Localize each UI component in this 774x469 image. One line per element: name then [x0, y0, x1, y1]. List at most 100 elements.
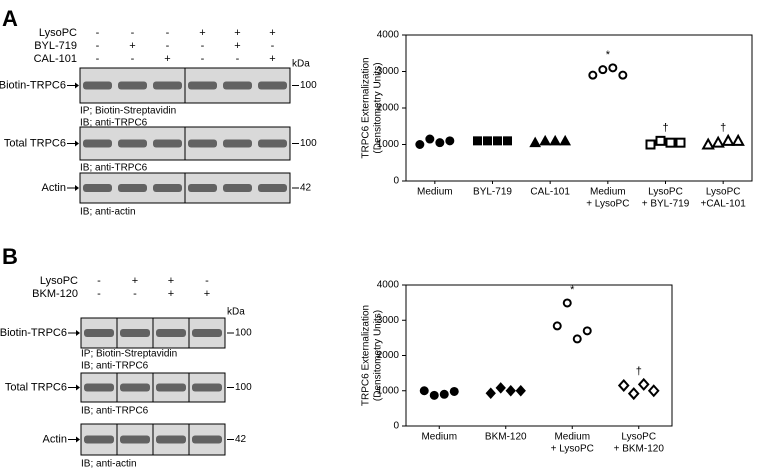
blot-band [84, 435, 114, 444]
marker-circle [582, 326, 592, 336]
blot-band [84, 383, 114, 392]
blot-label: Actin [42, 182, 66, 194]
treatment-sign: - [236, 53, 240, 65]
blot-band [192, 329, 222, 337]
y-tick-label: 2000 [377, 103, 400, 114]
marker-square [665, 137, 676, 148]
blot-band [192, 383, 222, 392]
panel-letter: B [2, 244, 18, 269]
blot-label: Actin [43, 433, 67, 445]
marker-diamond [647, 384, 660, 398]
x-tick-label: Medium [421, 432, 457, 443]
x-tick-label: + BKM-120 [614, 444, 665, 455]
blot-band [223, 184, 252, 192]
significance-mark: † [662, 122, 668, 134]
marker-circle [415, 140, 425, 149]
blot-band [188, 81, 217, 90]
blot-band [156, 435, 186, 444]
x-tick-label: + LysoPC [551, 444, 594, 455]
marker-diamond [485, 387, 496, 399]
y-tick-label: 1000 [377, 385, 400, 396]
blot-label: Biotin-TRPC6 [0, 327, 67, 339]
treatment-sign: - [96, 40, 100, 52]
y-tick-label: 0 [393, 421, 399, 432]
x-tick-label: Medium [554, 432, 590, 443]
x-tick-label: Medium [417, 187, 453, 198]
marker-triangle [529, 136, 542, 148]
marker-triangle [549, 134, 562, 146]
marker-circle [449, 386, 459, 396]
blot-arrowhead [76, 384, 80, 391]
treatment-sign: - [131, 53, 135, 65]
y-tick-label: 3000 [377, 315, 400, 326]
x-tick-label: LysoPC [648, 187, 683, 198]
treatment-sign: - [133, 288, 137, 300]
y-tick-label: 1000 [377, 139, 400, 150]
treatment-label: LysoPC [40, 275, 78, 287]
y-tick-label: 0 [393, 176, 399, 187]
blot-band [188, 139, 217, 148]
treatment-label: CAL-101 [34, 53, 77, 65]
marker-triangle [559, 134, 572, 146]
marker-circle [419, 386, 429, 396]
marker-triangle [539, 134, 552, 146]
y-tick-label: 3000 [377, 66, 400, 77]
blot-band [153, 184, 182, 192]
blot-band [188, 184, 217, 192]
blot-band [156, 383, 186, 392]
marker-circle [588, 70, 598, 80]
x-tick-label: + BYL-719 [642, 199, 690, 210]
blot-band [118, 139, 147, 148]
marker-circle [598, 65, 608, 75]
blot-note: IB; anti-TRPC6 [80, 163, 148, 174]
plot-frame [405, 284, 673, 427]
blot-note: IB; anti-actin [80, 207, 136, 218]
kda-label: kDa [227, 307, 245, 318]
treatment-sign: - [96, 27, 100, 39]
treatment-sign: + [129, 40, 135, 52]
blot-note: IB; anti-TRPC6 [80, 118, 148, 129]
marker-diamond [617, 378, 630, 392]
blot-band [153, 139, 182, 148]
size-marker: 42 [300, 183, 312, 194]
marker-circle [608, 63, 618, 73]
blot-band [83, 139, 112, 148]
blot-arrowhead [75, 140, 79, 147]
treatment-sign: + [132, 275, 138, 287]
marker-triangle [701, 137, 715, 150]
treatment-label: BKM-120 [32, 288, 78, 300]
marker-square [483, 136, 492, 146]
treatment-sign: - [166, 27, 170, 39]
marker-diamond [627, 387, 640, 401]
plot-frame [405, 34, 753, 182]
treatment-sign: - [205, 275, 209, 287]
marker-circle [618, 70, 628, 80]
blot-arrowhead [76, 330, 80, 336]
marker-circle [425, 134, 435, 144]
marker-circle [445, 136, 455, 146]
blot-note: IP; Biotin-Streptavidin [80, 106, 176, 117]
marker-square [473, 136, 482, 146]
treatment-sign: + [168, 275, 174, 287]
marker-circle [572, 334, 582, 344]
significance-mark: † [720, 122, 726, 134]
treatment-sign: + [269, 53, 275, 65]
marker-circle [435, 138, 445, 148]
blot-label: Biotin-TRPC6 [0, 79, 66, 91]
blot-band [83, 184, 112, 192]
blot-note: IP; Biotin-Streptavidin [81, 349, 177, 360]
blot-note: IB; anti-actin [81, 459, 137, 469]
blot-band [83, 81, 112, 90]
blot-label: Total TRPC6 [4, 137, 66, 149]
marker-triangle [731, 133, 745, 146]
treatment-sign: + [204, 288, 210, 300]
size-marker: 42 [235, 434, 247, 445]
blot-band [258, 184, 287, 192]
significance-mark: * [606, 49, 611, 61]
x-tick-label: LysoPC [706, 187, 741, 198]
blot-band [156, 329, 186, 337]
blot-band [120, 383, 150, 392]
blot-band [192, 435, 222, 444]
blot-band [118, 184, 147, 192]
